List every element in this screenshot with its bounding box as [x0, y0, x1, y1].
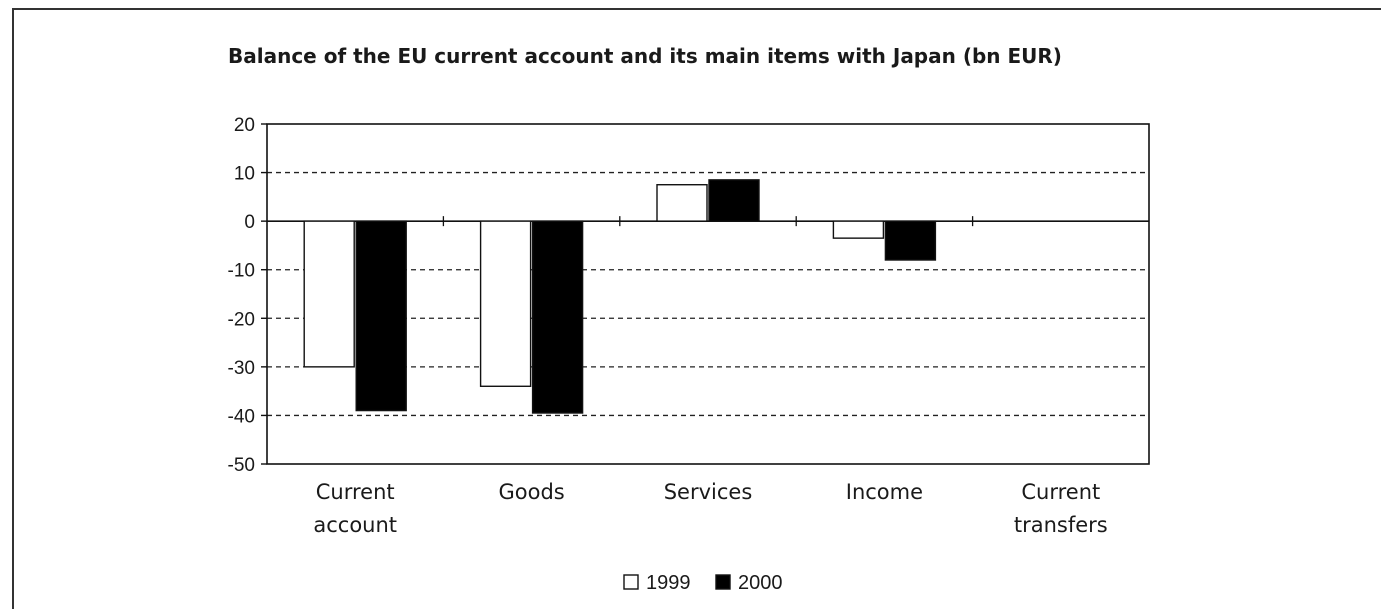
y-tick-label: -10	[228, 261, 255, 282]
y-tick-label: -20	[228, 309, 255, 330]
y-tick-label: 10	[234, 164, 255, 185]
legend-swatch-1999	[623, 574, 639, 590]
bar-2000-services	[708, 179, 760, 222]
x-category-label: Services	[664, 480, 753, 504]
x-category-label: Goods	[498, 480, 564, 504]
bar-1999-services	[656, 184, 708, 222]
bar-1999-income	[832, 220, 885, 239]
x-category-label: transfers	[1014, 513, 1108, 537]
bar-2000-current-account	[355, 220, 407, 412]
y-tick-label: -50	[228, 455, 255, 476]
bar-1999-current-account	[303, 220, 355, 368]
bar-1999-goods	[479, 220, 532, 387]
bar-2000-income	[884, 220, 937, 261]
chart-title: Balance of the EU current account and it…	[228, 44, 1062, 68]
plot-border	[266, 123, 1150, 465]
legend-swatch-2000	[715, 574, 731, 590]
bar-2000-goods	[531, 220, 584, 414]
x-category-label: account	[313, 513, 397, 537]
y-tick-label: 20	[234, 115, 255, 136]
grid-lines	[267, 171, 1149, 417]
legend-label-1999: 1999	[646, 572, 691, 594]
x-category-label: Income	[846, 480, 923, 504]
labels: Current account Goods Services Income Current…	[313, 480, 1107, 537]
chart-frame	[12, 8, 1381, 609]
legend: 1999 2000	[623, 572, 783, 594]
y-tick-label: 0	[244, 212, 255, 233]
bars	[303, 179, 937, 414]
axes: 20 10 0 -10 -20 -30 -40 -50	[228, 115, 1150, 476]
x-category-label: Current	[1021, 480, 1100, 504]
legend-label-2000: 2000	[738, 572, 783, 594]
x-category-label: Current	[316, 480, 395, 504]
y-tick-label: -30	[228, 358, 255, 379]
y-tick-label: -40	[228, 406, 255, 427]
